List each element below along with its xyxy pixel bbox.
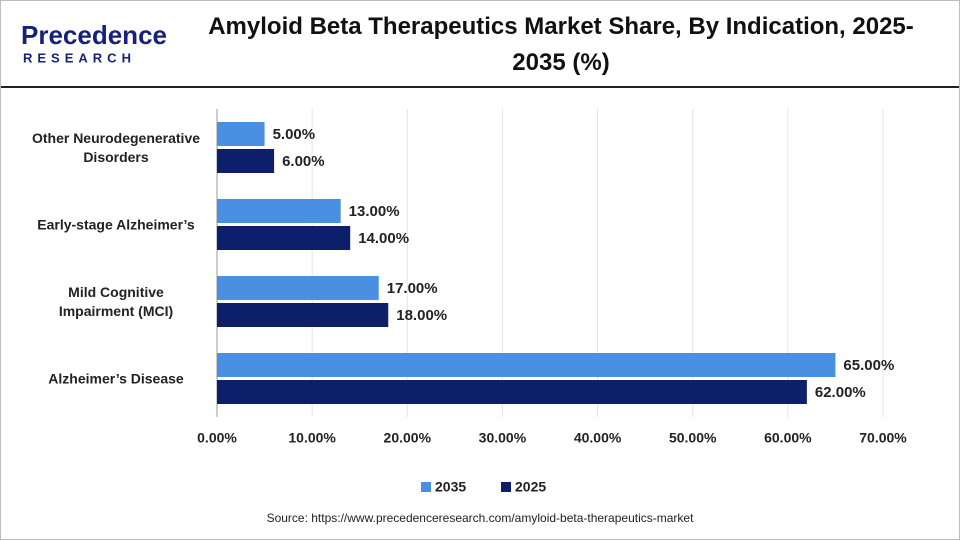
value-label: 13.00% <box>349 203 400 220</box>
y-tick-label: Other Neurodegenerative Disorders <box>31 129 201 165</box>
bar <box>217 226 351 250</box>
value-label: 5.00% <box>273 126 316 143</box>
value-label: 14.00% <box>358 230 409 247</box>
bar <box>217 276 379 300</box>
x-tick-label: 60.00% <box>764 430 812 446</box>
bar <box>217 149 275 173</box>
x-tick-label: 70.00% <box>859 430 907 446</box>
value-label: 62.00% <box>815 384 866 401</box>
legend-label: 2035 <box>435 479 466 495</box>
source: Source: https://www.precedenceresearch.c… <box>267 511 695 525</box>
bar <box>217 353 836 377</box>
value-label: 6.00% <box>282 153 325 170</box>
x-tick-label: 40.00% <box>574 430 622 446</box>
x-tick-label: 50.00% <box>669 430 717 446</box>
legend-swatch <box>501 482 511 492</box>
y-tick-label: Early-stage Alzheimer’s <box>37 216 195 232</box>
legend-label: 2025 <box>515 479 546 495</box>
value-label: 18.00% <box>396 307 447 324</box>
bar <box>217 199 341 223</box>
y-tick-label: Mild Cognitive Impairment (MCI) <box>58 283 174 319</box>
bar <box>217 122 265 146</box>
x-tick-label: 0.00% <box>197 430 237 446</box>
x-tick-label: 20.00% <box>384 430 432 446</box>
logo-tagline: RESEARCH <box>23 50 136 65</box>
logo-name: Precedence <box>21 20 167 50</box>
y-tick-label: Alzheimer’s Disease <box>48 370 184 386</box>
legend-swatch <box>421 482 431 492</box>
value-label: 65.00% <box>843 357 894 374</box>
bar <box>217 380 807 404</box>
value-label: 17.00% <box>387 280 438 297</box>
chart-title: Amyloid Beta Therapeutics Market Share, … <box>208 13 914 76</box>
bar <box>217 303 389 327</box>
x-tick-label: 10.00% <box>288 430 336 446</box>
x-tick-label: 30.00% <box>479 430 527 446</box>
